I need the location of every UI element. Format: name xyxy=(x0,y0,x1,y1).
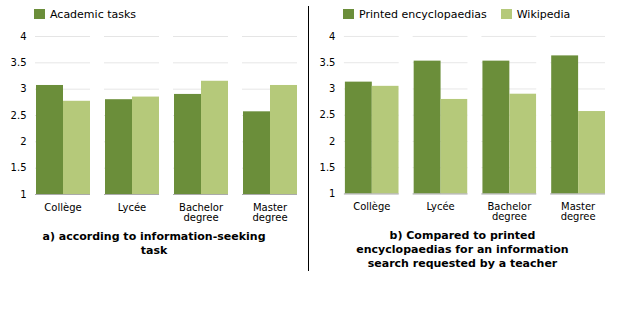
html-text:b) Compared to printed encyclo: b) Compared to printed encyclopaedias fo… xyxy=(356,229,569,271)
svg-text:Masterdegree: Masterdegree xyxy=(252,202,287,223)
svg-text:2.5: 2.5 xyxy=(11,110,27,121)
svg-text:Masterdegree: Masterdegree xyxy=(561,201,596,222)
svg-text:3.5: 3.5 xyxy=(11,57,27,68)
svg-text:4: 4 xyxy=(20,31,26,42)
svg-text:3.5: 3.5 xyxy=(320,57,336,68)
svg-text:2: 2 xyxy=(329,136,335,147)
svg-text:Bachelordegree: Bachelordegree xyxy=(487,201,532,222)
html-text:a) according to information-se: a) according to information-seeking task xyxy=(42,230,266,257)
svg-text:1.5: 1.5 xyxy=(11,162,27,173)
svg-text:Lycée: Lycée xyxy=(118,202,146,213)
svg-text:1.5: 1.5 xyxy=(320,162,336,173)
svg-text:Collège: Collège xyxy=(353,201,390,212)
svg-text:1: 1 xyxy=(329,188,335,199)
svg-text:4: 4 xyxy=(329,31,335,42)
html-text:Wikipedia: Wikipedia xyxy=(516,7,571,21)
svg-text:3: 3 xyxy=(329,83,335,94)
svg-text:Lycée: Lycée xyxy=(426,201,454,212)
html-text:Printed encyclopaedias: Printed encyclopaedias xyxy=(359,7,487,21)
svg-text:2: 2 xyxy=(20,136,26,147)
svg-text:3: 3 xyxy=(20,83,26,94)
svg-text:2.5: 2.5 xyxy=(320,109,336,120)
svg-text:Bachelordegree: Bachelordegree xyxy=(179,202,224,223)
html-text:Academic tasks: Academic tasks xyxy=(50,7,137,21)
svg-text:Collège: Collège xyxy=(44,202,81,213)
svg-text:1: 1 xyxy=(20,189,26,200)
